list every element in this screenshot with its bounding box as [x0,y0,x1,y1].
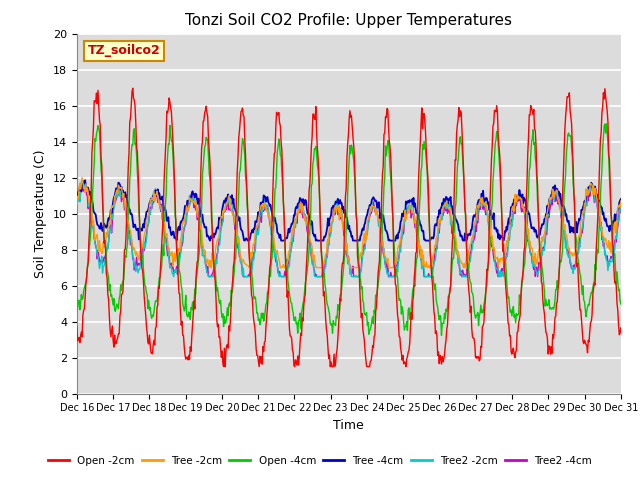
Text: TZ_soilco2: TZ_soilco2 [88,44,161,58]
Legend: Open -2cm, Tree -2cm, Open -4cm, Tree -4cm, Tree2 -2cm, Tree2 -4cm: Open -2cm, Tree -2cm, Open -4cm, Tree -4… [44,452,596,470]
Title: Tonzi Soil CO2 Profile: Upper Temperatures: Tonzi Soil CO2 Profile: Upper Temperatur… [186,13,512,28]
X-axis label: Time: Time [333,419,364,432]
Y-axis label: Soil Temperature (C): Soil Temperature (C) [35,149,47,278]
